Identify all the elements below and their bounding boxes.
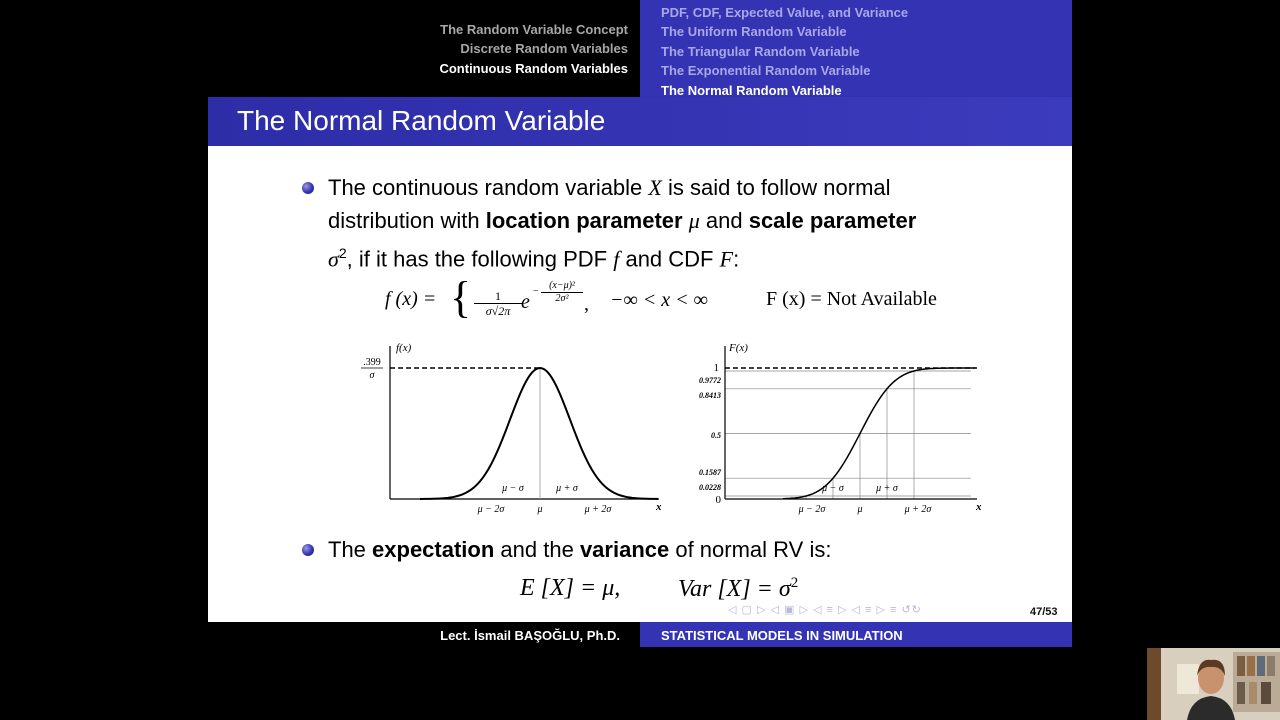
- pdf-xlabel: x: [655, 501, 662, 513]
- footer-author: Lect. İsmail BAŞOĞLU, Ph.D.: [208, 622, 640, 647]
- subsection-item[interactable]: PDF, CDF, Expected Value, and Variance: [661, 5, 909, 20]
- cdf-ytick-0.1587: 0.1587: [699, 468, 722, 477]
- beamer-nav-symbols[interactable]: ◁ ▢ ▷ ◁ ▣ ▷ ◁ ≡ ▷ ◁ ≡ ▷ ≡ ↺↻: [728, 604, 922, 616]
- pdf-ylabel: f(x): [396, 342, 412, 354]
- footer-course: STATISTICAL MODELS IN SIMULATION: [640, 622, 1072, 647]
- bullet-icon: [302, 544, 314, 556]
- section-item-current[interactable]: Continuous Random Variables: [439, 60, 628, 76]
- cdf-tick-mu+2sigma: μ + 2σ: [904, 504, 933, 515]
- section-item[interactable]: Discrete Random Variables: [460, 41, 628, 57]
- subsection-nav: PDF, CDF, Expected Value, and Variance T…: [640, 0, 1072, 98]
- section-nav: The Random Variable Concept Discrete Ran…: [208, 0, 640, 97]
- bullet-2-text: The expectation and the variance of norm…: [328, 537, 832, 562]
- cdf-ytick-1: 1: [714, 362, 720, 374]
- cdf-tick-mu+sigma: μ + σ: [875, 483, 899, 494]
- webcam-overlay: [1147, 648, 1280, 720]
- pdf-exponent: (x−μ)² 2σ²: [541, 280, 583, 305]
- pdf-tick-mu: μ: [536, 504, 542, 515]
- cdf-ytick-0: 0: [716, 494, 722, 506]
- webcam-video: [1147, 648, 1280, 720]
- pdf-tick-mu-sigma: μ − σ: [501, 483, 525, 494]
- pdf-comma: ,: [584, 293, 589, 315]
- pdf-ymax-num: .399: [363, 357, 381, 368]
- cdf-plot: F(x) 1 0.9772 0.8413 0.5 0.1587 0.0228 0…: [699, 342, 982, 515]
- frame-title-bar: The Normal Random Variable: [208, 97, 1072, 146]
- pdf-plot: f(x) .399 σ x μ − 2σ μ μ + 2σ μ − σ μ + …: [361, 342, 662, 515]
- cdf-tick-mu-2sigma: μ − 2σ: [798, 504, 827, 515]
- cdf-ytick-0.5: 0.5: [711, 431, 721, 440]
- cdf-formula: F (x) = Not Available: [766, 288, 937, 310]
- cdf-ylabel: F(x): [728, 342, 748, 354]
- bullet-1-text: The continuous random variable X is said…: [328, 175, 917, 272]
- slide: The Random Variable Concept Discrete Ran…: [208, 0, 1072, 647]
- cdf-xlabel: x: [975, 501, 982, 513]
- cdf-ytick-0.8413: 0.8413: [699, 391, 721, 400]
- cdf-ytick-0.0228: 0.0228: [699, 483, 721, 492]
- cdf-tick-mu: μ: [856, 504, 862, 515]
- pdf-tick-mu-2sigma: μ − 2σ: [477, 504, 506, 515]
- pdf-exp-minus: −: [533, 286, 539, 297]
- cdf-ytick-0.9772: 0.9772: [699, 376, 721, 385]
- cdf-grid: [725, 367, 977, 499]
- brace: {: [450, 273, 472, 322]
- subsection-item[interactable]: The Uniform Random Variable: [661, 24, 847, 40]
- pdf-fraction: 1 σ√2π: [474, 289, 522, 318]
- bullet-icon: [302, 182, 314, 194]
- cdf-curve: [782, 367, 975, 500]
- slide-body: The continuous random variable X is said…: [208, 146, 1072, 622]
- pdf-tick-mu+sigma: μ + σ: [555, 483, 579, 494]
- subsection-item-current[interactable]: The Normal Random Variable: [661, 82, 842, 98]
- subsection-item[interactable]: The Triangular Random Variable: [661, 43, 860, 59]
- variance-formula: Var [X] = σ2: [678, 575, 799, 602]
- pdf-ymax-den: σ: [370, 370, 376, 381]
- cdf-tick-mu-sigma: μ − σ: [821, 483, 845, 494]
- pdf-formula-lhs: f (x) =: [385, 288, 437, 310]
- section-item[interactable]: The Random Variable Concept: [440, 22, 628, 37]
- pdf-domain: −∞ < x < ∞: [610, 289, 708, 311]
- pdf-curve: [419, 366, 659, 500]
- expectation-formula: E [X] = μ,: [520, 575, 621, 601]
- frame-title: The Normal Random Variable: [237, 105, 606, 136]
- pdf-tick-mu+2sigma: μ + 2σ: [584, 504, 613, 515]
- page-number: 47/53: [1030, 606, 1058, 618]
- subsection-item[interactable]: The Exponential Random Variable: [661, 63, 871, 79]
- pdf-e: e: [521, 291, 530, 313]
